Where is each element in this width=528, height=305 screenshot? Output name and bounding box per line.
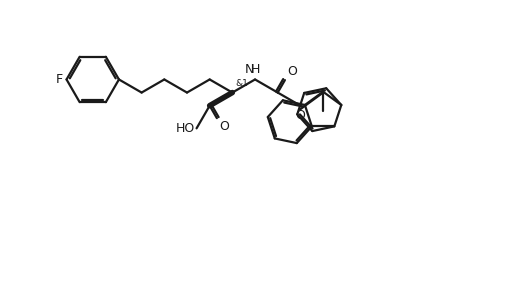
Text: N: N: [244, 63, 253, 77]
Text: &1: &1: [235, 79, 248, 88]
Text: O: O: [219, 120, 229, 133]
Text: O: O: [287, 65, 297, 78]
Text: O: O: [296, 109, 305, 122]
Text: HO: HO: [175, 122, 194, 135]
Text: F: F: [55, 73, 62, 86]
Text: H: H: [250, 63, 260, 77]
